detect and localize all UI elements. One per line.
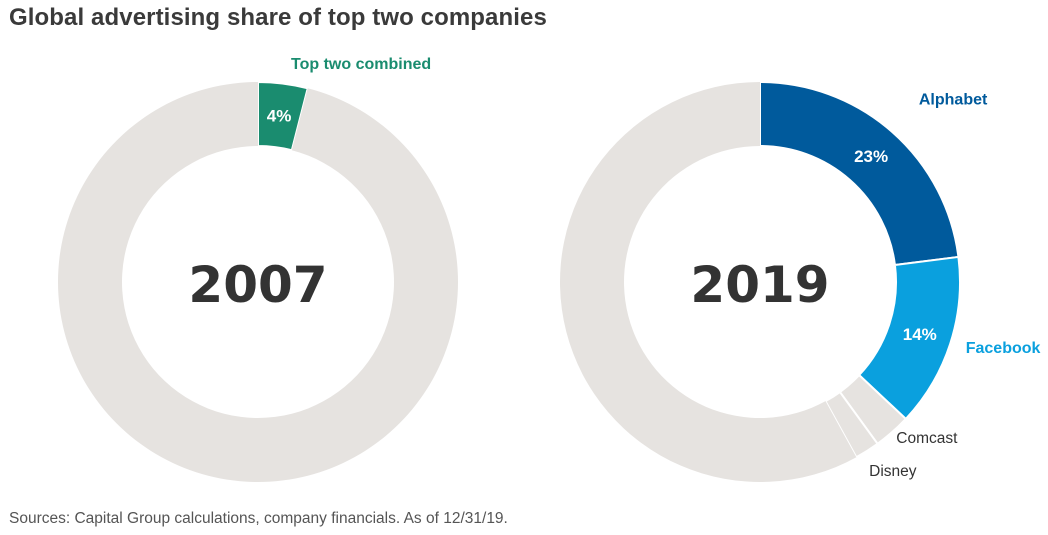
value-label-alphabet: 23%: [854, 147, 888, 166]
center-year-label: 2019: [690, 256, 829, 314]
slice-rest: [560, 82, 857, 482]
slice-rest: [57, 82, 458, 483]
series-label-disney: Disney: [869, 463, 917, 480]
value-label-top-two-combined: 4%: [267, 106, 292, 125]
series-label-alphabet: Alphabet: [919, 91, 988, 108]
series-label-top-two-combined: Top two combined: [291, 56, 431, 73]
series-label-facebook: Facebook: [966, 340, 1041, 357]
slice-alphabet: [759, 80, 960, 267]
donut-2007: 4% Top two combined 2007: [57, 56, 458, 483]
chart-title: Global advertising share of top two comp…: [9, 4, 547, 31]
series-label-comcast: Comcast: [896, 430, 958, 447]
donut-2019: 23% Alphabet 14% Facebook Comcast Disney 2019: [560, 80, 1041, 482]
center-year-label: 2007: [188, 256, 327, 314]
source-note: Sources: Capital Group calculations, com…: [9, 510, 508, 527]
value-label-facebook: 14%: [903, 325, 937, 344]
